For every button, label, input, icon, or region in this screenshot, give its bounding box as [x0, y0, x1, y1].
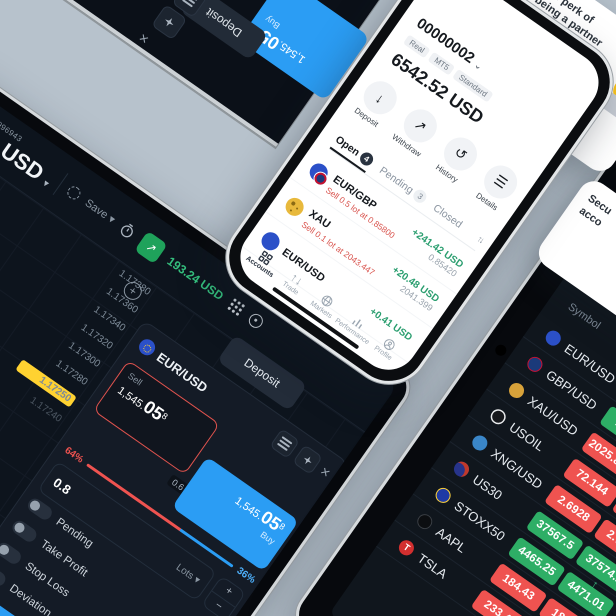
nav-accounts[interactable]: Accounts	[242, 242, 285, 281]
eur-flag-icon	[135, 336, 159, 359]
close-icon[interactable]: ×	[135, 28, 153, 48]
timer-icon[interactable]	[117, 220, 139, 242]
globe-icon	[321, 295, 333, 307]
buy-quick-button[interactable]: ↗	[134, 230, 169, 265]
account-summary[interactable]: REAL # 54996943 00.00 USD ▾	[0, 96, 63, 193]
lots-unit-select[interactable]: Lots ▾	[174, 561, 203, 586]
order-panel: EUR/USD × Sell 1,545.058 0.6 1,545.058 B…	[0, 319, 350, 616]
tab-closed[interactable]: Closed	[431, 201, 465, 231]
person-icon	[383, 339, 395, 350]
sparkle-icon[interactable]	[151, 4, 188, 41]
save-button[interactable]: Save ▾	[82, 197, 118, 227]
sort-icon[interactable]: ↑↓	[475, 233, 486, 245]
gas-icon	[469, 432, 491, 454]
apple-logo-icon	[414, 511, 436, 533]
eurgbp-flag-icon	[306, 159, 332, 185]
pending-count-badge: 3	[411, 187, 430, 206]
terminal-topbar: REAL # 54996943 00.00 USD ▾ Save ▾ ↗ 193…	[0, 80, 398, 433]
tablet-top-left: 1,545.058 Buy Deposit ×	[0, 0, 385, 147]
webcam-icon[interactable]	[246, 310, 266, 331]
nav-profile[interactable]: Profile	[365, 328, 408, 367]
bottom-nav: Accounts ↑↓ Trade Markets Performance Pr…	[242, 242, 408, 367]
nav-performance[interactable]: Performance	[333, 307, 377, 346]
lasso-icon[interactable]	[64, 183, 83, 202]
camera-dot	[493, 342, 509, 358]
gbp-flag-icon	[524, 353, 546, 375]
eu-flag-icon	[432, 484, 454, 506]
open-profit: 193.24 USD	[164, 253, 227, 303]
tablet-left: REAL # 54996943 00.00 USD ▾ Save ▾ ↗ 193…	[0, 60, 419, 616]
eur-flag-icon	[542, 327, 564, 349]
apps-grid-icon[interactable]	[225, 295, 247, 317]
layers-icon[interactable]	[269, 428, 301, 460]
close-icon[interactable]: ×	[316, 462, 334, 482]
grid-icon	[258, 250, 274, 266]
symbol-column-header: Symbol	[565, 300, 603, 332]
phone: 00000002 ⌄ Real MT5 Standard 6542.52 USD…	[210, 0, 616, 400]
lot-value: 0.8	[50, 474, 75, 498]
open-count-badge: 4	[357, 149, 376, 168]
chevron-down-icon: ⌄	[472, 59, 485, 73]
nav-markets[interactable]: Markets	[304, 285, 347, 324]
oil-icon	[487, 406, 509, 428]
chart-bars-icon	[351, 319, 363, 329]
tesla-logo-icon	[395, 537, 417, 559]
phone-screen: 00000002 ⌄ Real MT5 Standard 6542.52 USD…	[228, 0, 611, 382]
sparkle-icon[interactable]	[292, 444, 324, 476]
us-flag-icon	[451, 458, 472, 480]
gold-icon	[282, 193, 308, 220]
promo-text: Secu acco	[576, 192, 614, 229]
gold-icon	[506, 380, 527, 401]
stop-loss-toggle[interactable]	[0, 539, 24, 567]
trading-terminal-screen: REAL # 54996943 00.00 USD ▾ Save ▾ ↗ 193…	[0, 80, 398, 616]
